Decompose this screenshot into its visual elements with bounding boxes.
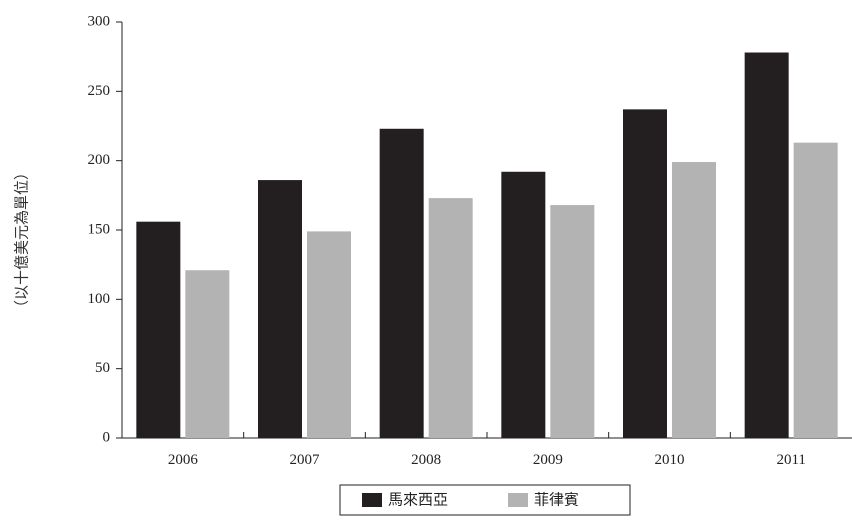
- x-tick-label: 2009: [533, 452, 563, 468]
- y-tick-label: 200: [88, 152, 111, 168]
- y-tick-label: 150: [88, 221, 111, 237]
- legend-box: [339, 484, 631, 516]
- legend-swatch: [508, 493, 528, 507]
- y-tick-label: 250: [88, 83, 111, 99]
- bars: [136, 52, 838, 439]
- y-axis-label: （以十億美元為單位）: [13, 165, 31, 315]
- legend: 馬來西亞 菲律賓: [339, 484, 631, 516]
- x-axis: 2006 2007 2008 2009 2010 2011: [122, 432, 852, 468]
- bar-series2-2007: [307, 231, 351, 438]
- y-tick-label: 300: [88, 13, 111, 29]
- bar-series2-2006: [185, 270, 230, 438]
- bar-series2-2009: [550, 205, 595, 438]
- bar-series1-2006: [136, 221, 181, 438]
- y-tick-label: 100: [88, 291, 111, 307]
- x-tick-label: 2010: [655, 452, 685, 468]
- x-tick-label: 2006: [168, 452, 199, 468]
- bar-series1-2010: [623, 109, 667, 439]
- legend-swatch: [362, 493, 382, 507]
- x-tick-label: 2007: [290, 452, 321, 468]
- legend-label: 馬來西亞: [388, 491, 448, 509]
- y-axis: 0 50 100 150 200 250 300: [88, 13, 123, 445]
- x-tick-label: 2011: [776, 452, 805, 468]
- x-tick-label: 2008: [411, 452, 441, 468]
- bar-series2-2008: [428, 198, 473, 438]
- legend-label: 菲律賓: [534, 491, 579, 509]
- bar-series1-2007: [258, 180, 302, 438]
- y-tick-label: 0: [103, 429, 111, 445]
- bar-series1-2008: [379, 128, 424, 439]
- bar-series1-2009: [501, 171, 546, 438]
- bar-series2-2011: [793, 142, 838, 438]
- bar-series2-2010: [672, 162, 716, 438]
- bar-series1-2011: [744, 52, 789, 439]
- y-tick-label: 50: [95, 360, 110, 376]
